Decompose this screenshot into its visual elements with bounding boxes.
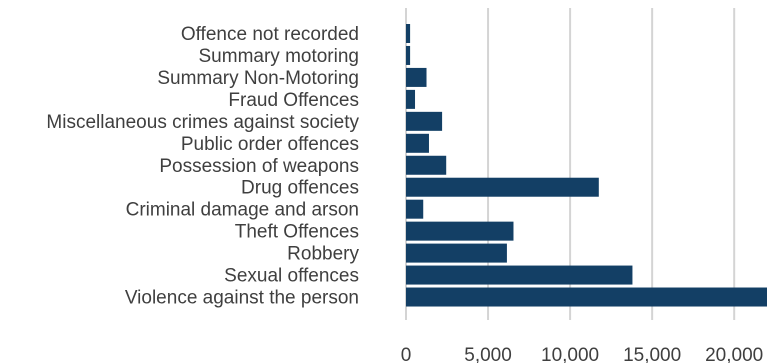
category-label: Fraud Offences bbox=[228, 90, 359, 111]
bar bbox=[406, 155, 447, 175]
category-label: Violence against the person bbox=[125, 288, 359, 309]
category-label: Theft Offences bbox=[235, 222, 359, 243]
bar bbox=[406, 111, 443, 131]
bar bbox=[406, 24, 411, 43]
x-tick-label: 5,000 bbox=[464, 345, 512, 363]
bars bbox=[406, 24, 767, 307]
category-label: Criminal damage and arson bbox=[126, 200, 359, 221]
bar bbox=[406, 243, 507, 263]
bar bbox=[406, 287, 767, 307]
bar bbox=[406, 45, 411, 65]
category-label: Public order offences bbox=[181, 134, 359, 155]
category-label: Offence not recorded bbox=[181, 24, 359, 45]
bar bbox=[406, 133, 429, 153]
x-tick-label: 20,000 bbox=[705, 345, 763, 363]
bar bbox=[406, 221, 514, 241]
category-label: Sexual offences bbox=[224, 266, 359, 287]
category-label: Possession of weapons bbox=[159, 156, 359, 177]
category-label: Summary motoring bbox=[199, 46, 360, 67]
x-tick-label: 15,000 bbox=[623, 345, 681, 363]
category-label: Robbery bbox=[287, 244, 359, 265]
category-label: Drug offences bbox=[241, 178, 359, 199]
x-tick-label: 10,000 bbox=[541, 345, 599, 363]
bar bbox=[406, 177, 599, 197]
bar bbox=[406, 67, 427, 87]
x-tick-label: 0 bbox=[401, 345, 412, 363]
x-tick-labels: 0 5,000 10,000 15,000 20,000 bbox=[401, 345, 764, 363]
category-label: Summary Non-Motoring bbox=[157, 68, 359, 89]
bar bbox=[406, 89, 416, 109]
category-label: Miscellaneous crimes against society bbox=[46, 112, 359, 133]
bar bbox=[406, 265, 633, 285]
bar bbox=[406, 199, 424, 219]
